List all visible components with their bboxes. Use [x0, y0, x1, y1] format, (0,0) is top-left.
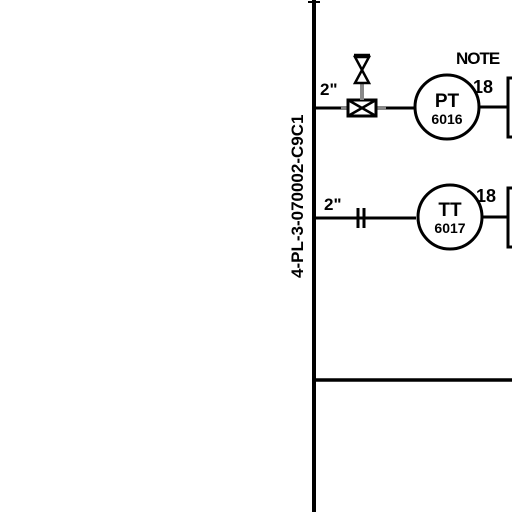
branch-pt-device-box — [506, 76, 512, 139]
branch-pt-size-label: 2" — [320, 80, 338, 99]
branch-tt-note-ref: 18 — [476, 186, 496, 206]
pressure-transmitter-function: PT — [435, 91, 460, 112]
line-number-label: 4-PL-3-070002-C9C1 — [288, 115, 307, 278]
branch-pt-note-ref: 18 — [473, 77, 493, 97]
bleed-valve-lower — [352, 67, 372, 85]
temperature-transmitter-function: TT — [438, 200, 462, 221]
pressure-transmitter-tag: 6016 — [431, 111, 462, 127]
note-label: NOTE — [456, 49, 500, 68]
branch-tt: 2" TT 6017 18 — [314, 183, 512, 251]
branch-tt-device-box — [506, 186, 512, 249]
bleed-valve-icon — [352, 55, 372, 73]
temperature-transmitter-tag: 6017 — [434, 220, 465, 236]
branch-pt: 2" PT 6016 18 — [314, 53, 512, 141]
block-valve-cross-b — [347, 98, 377, 118]
branch-tt-size-label: 2" — [324, 195, 342, 214]
